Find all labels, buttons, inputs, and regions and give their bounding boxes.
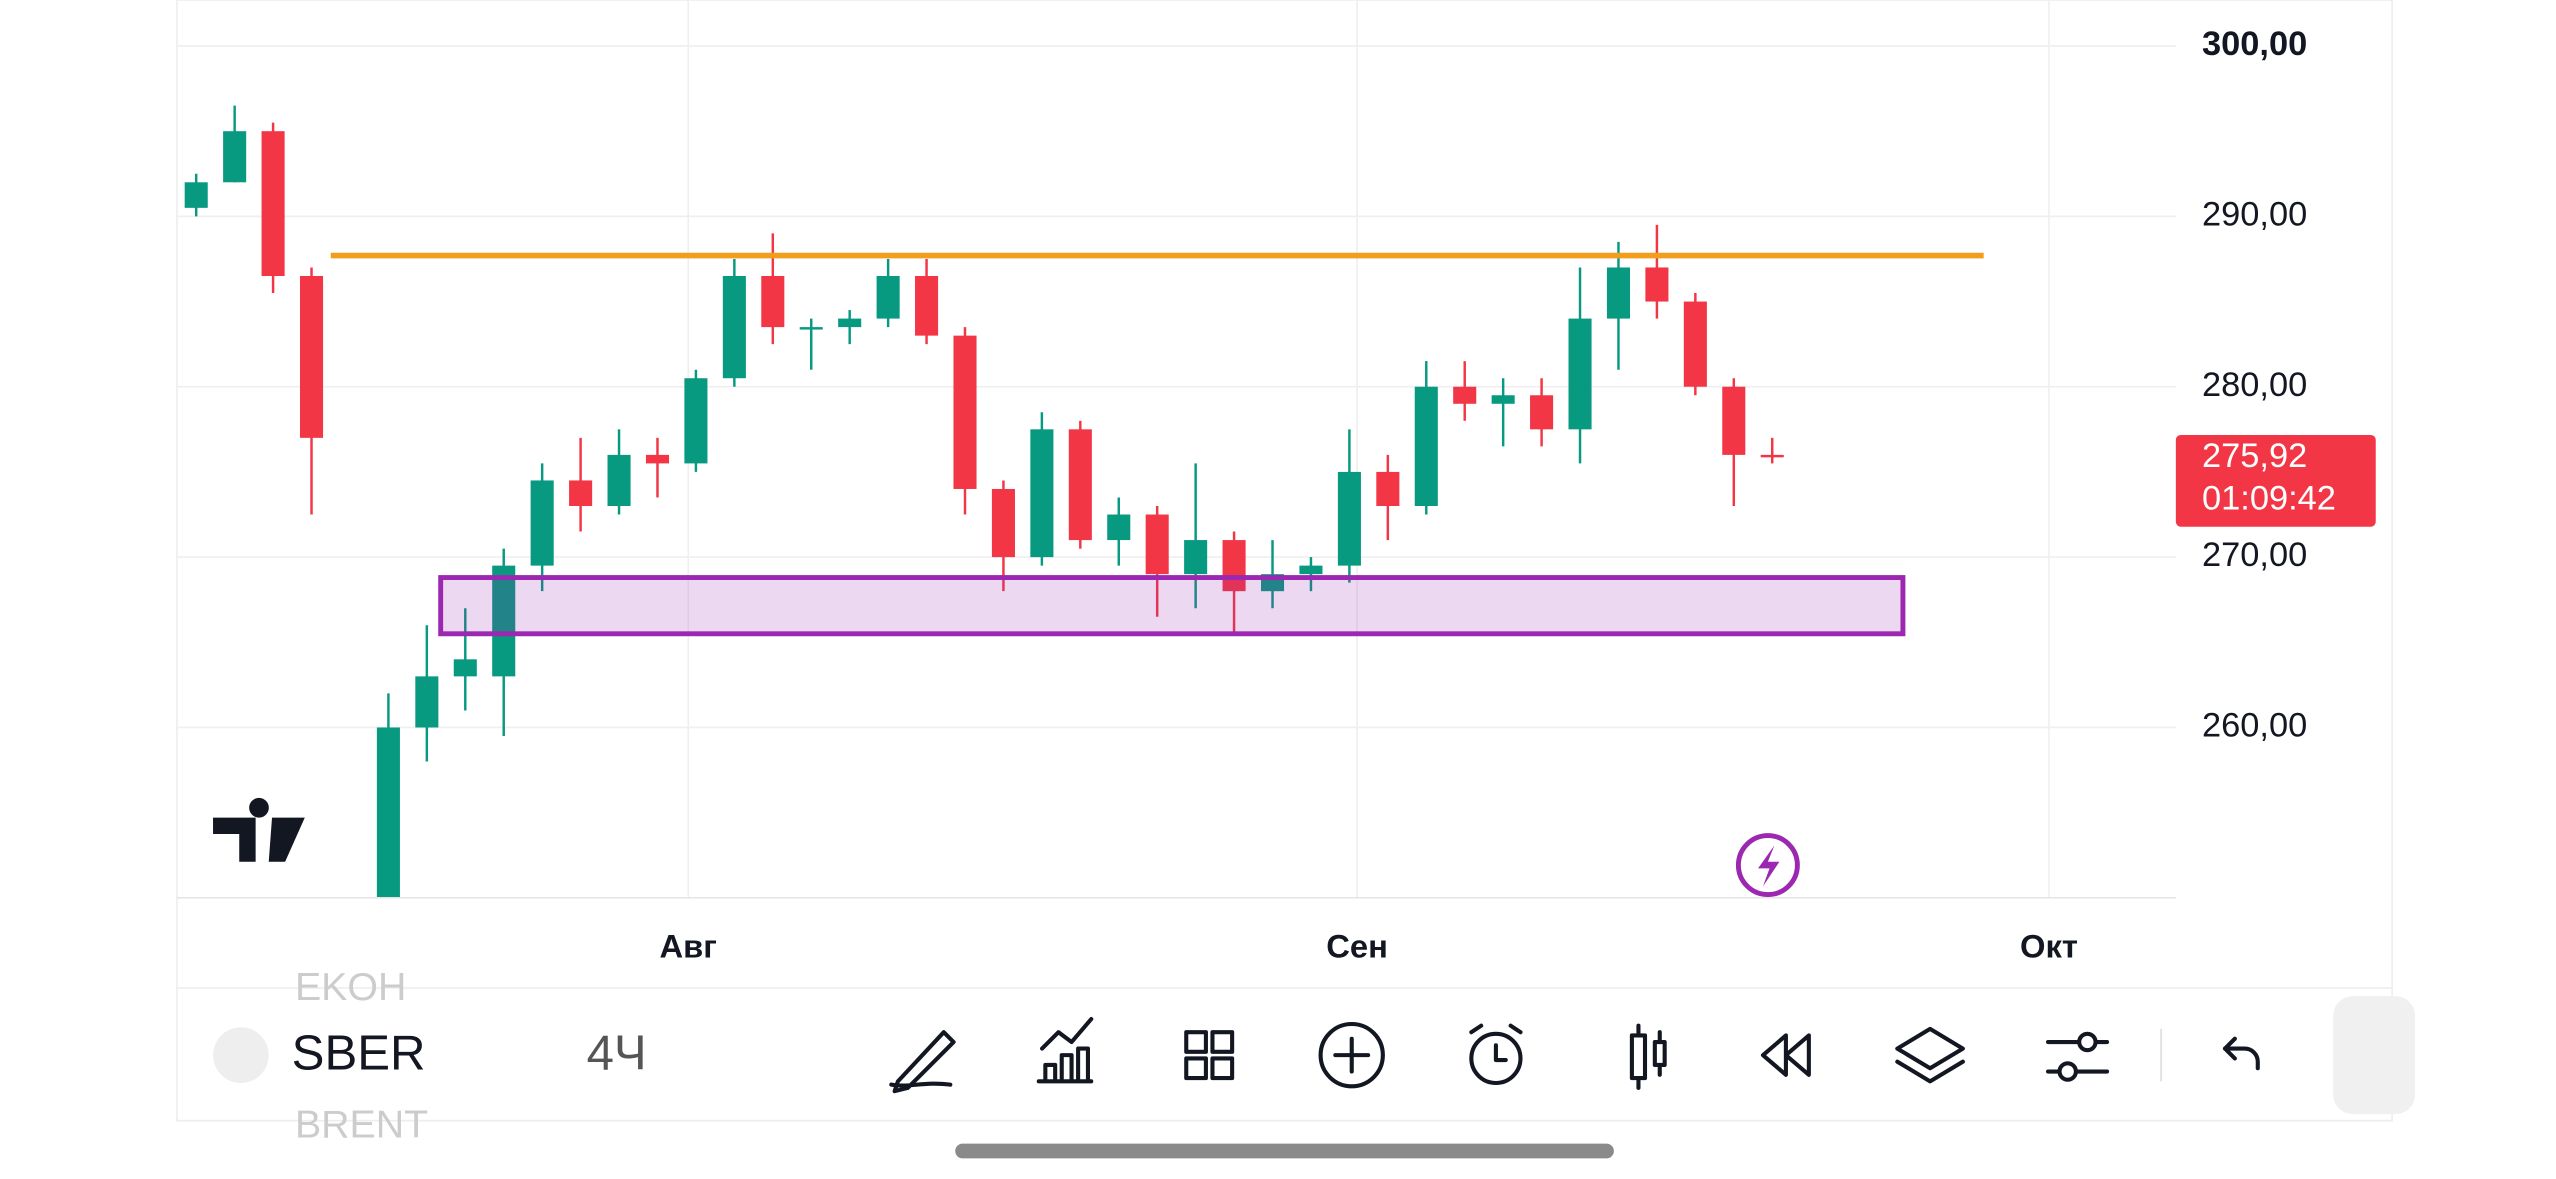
- candle-body: [1068, 429, 1092, 541]
- candle-body: [1606, 267, 1631, 319]
- candle-body: [1568, 318, 1592, 430]
- candle-body: [1760, 454, 1784, 458]
- candle-body: [1683, 301, 1707, 387]
- home-indicator: [955, 1143, 1614, 1159]
- candle-body: [722, 275, 746, 379]
- candle-body: [1491, 395, 1515, 404]
- y-tick-label: 280,00: [2202, 366, 2307, 404]
- candle-body: [915, 275, 939, 336]
- candle-body: [1722, 386, 1746, 455]
- candle-body: [376, 727, 400, 898]
- candle-body: [645, 454, 670, 464]
- candle-body: [607, 454, 631, 506]
- add[interactable]: [1318, 1021, 1385, 1089]
- candle-body: [261, 131, 285, 276]
- x-tick-label: Авг: [660, 927, 717, 964]
- chart-type[interactable]: [1629, 1023, 1667, 1090]
- candle-body: [684, 378, 708, 464]
- x-tick-label: Сен: [1326, 927, 1388, 964]
- candle-body: [1030, 429, 1054, 558]
- candle-body: [569, 480, 593, 506]
- candle-body: [953, 335, 977, 489]
- candle-body: [492, 565, 516, 677]
- undo[interactable]: [2222, 1036, 2260, 1071]
- y-tick-label: 300,00: [2202, 25, 2307, 63]
- alert[interactable]: [1469, 1031, 1523, 1086]
- candle-body: [530, 480, 554, 566]
- symbol[interactable]: SBER: [292, 1027, 426, 1081]
- logo: [213, 797, 305, 862]
- price-label: 275,92: [2202, 437, 2307, 475]
- templates[interactable]: [1184, 1030, 1235, 1081]
- more-button[interactable]: [2333, 996, 2416, 1115]
- candle-body: [1530, 395, 1554, 430]
- candle-body: [1145, 514, 1169, 575]
- candle-body: [299, 275, 324, 438]
- candle-body: [991, 488, 1015, 558]
- symbol-icon: [213, 1027, 269, 1083]
- lightning-button[interactable]: [1735, 833, 1800, 898]
- layers[interactable]: [1895, 1026, 1965, 1084]
- y-tick-label: 290,00: [2202, 195, 2307, 233]
- candle-body: [1414, 386, 1438, 506]
- y-tick-label: 260,00: [2202, 707, 2307, 745]
- countdown: 01:09:42: [2202, 480, 2336, 518]
- x-tick-label: Окт: [2020, 927, 2078, 964]
- candle-body: [1376, 471, 1400, 506]
- candle-body: [184, 182, 208, 208]
- candle-body: [453, 659, 477, 677]
- indicators[interactable]: [1036, 1017, 1094, 1084]
- candle-body: [223, 131, 247, 183]
- candle-body: [1645, 267, 1669, 302]
- support-zone: [438, 575, 1906, 637]
- candle-body: [799, 327, 823, 330]
- symbol-above: EKOH: [295, 965, 406, 1009]
- candle-body: [1337, 471, 1361, 566]
- draw-tool[interactable]: [889, 1030, 956, 1094]
- candle-body: [761, 275, 785, 328]
- y-tick-label: 270,00: [2202, 536, 2307, 574]
- candle-body: [1299, 565, 1323, 575]
- candle-body: [838, 318, 862, 328]
- price-badge: [2175, 434, 2376, 527]
- interval[interactable]: 4Ч: [587, 1027, 647, 1081]
- candle-body: [415, 676, 439, 728]
- symbol-below: BRENT: [295, 1103, 428, 1147]
- candle-body: [1184, 540, 1208, 575]
- candle-body: [1453, 386, 1477, 404]
- replay[interactable]: [1760, 1033, 1811, 1077]
- candle-body: [1107, 514, 1131, 541]
- candle-body: [876, 275, 900, 319]
